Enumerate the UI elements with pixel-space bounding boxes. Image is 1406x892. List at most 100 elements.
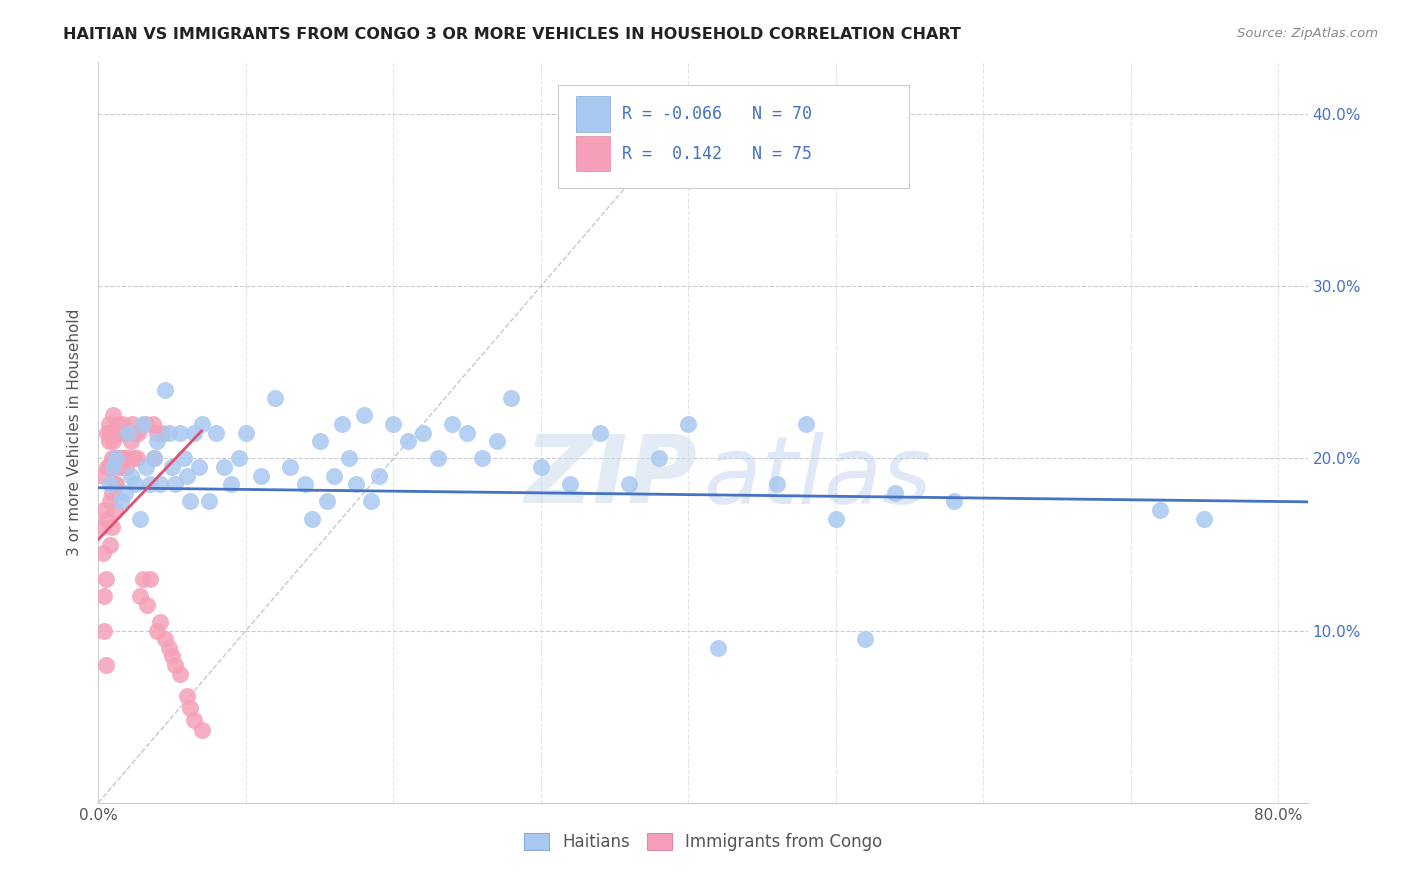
Point xyxy=(179,701,201,715)
Point xyxy=(111,451,134,466)
Point xyxy=(176,689,198,703)
Point xyxy=(100,425,122,440)
Point xyxy=(98,537,121,551)
Point xyxy=(100,486,122,500)
Point xyxy=(120,434,142,449)
Point xyxy=(98,460,121,475)
Point xyxy=(346,477,368,491)
Point xyxy=(104,503,127,517)
Point xyxy=(264,391,287,405)
Point xyxy=(101,434,124,449)
Point xyxy=(143,451,166,466)
Point xyxy=(105,425,128,440)
Point xyxy=(146,624,169,638)
Point xyxy=(353,409,375,423)
Point xyxy=(124,425,146,440)
Point xyxy=(142,417,165,431)
Point xyxy=(278,460,301,475)
Point xyxy=(111,417,134,431)
Point xyxy=(146,434,169,449)
Point xyxy=(589,425,612,440)
Point xyxy=(97,417,120,431)
Point xyxy=(139,477,162,491)
Point xyxy=(105,451,128,466)
Point xyxy=(98,494,121,508)
Point xyxy=(91,546,114,560)
Point xyxy=(101,460,124,475)
Point xyxy=(101,425,124,440)
Point xyxy=(153,383,176,397)
Point xyxy=(146,425,169,440)
Point xyxy=(136,598,159,612)
Point xyxy=(98,477,121,491)
Point xyxy=(124,477,146,491)
Point xyxy=(135,417,157,431)
Point xyxy=(121,417,143,431)
Point xyxy=(198,494,221,508)
Point xyxy=(117,451,139,466)
Bar xyxy=(576,96,610,132)
Point xyxy=(301,512,323,526)
Point xyxy=(115,460,138,475)
Point xyxy=(330,417,353,431)
Point xyxy=(706,640,728,655)
Point xyxy=(97,460,120,475)
Point xyxy=(117,425,139,440)
Point xyxy=(131,417,153,431)
Point xyxy=(105,451,128,466)
Point xyxy=(190,723,212,738)
Point xyxy=(100,451,122,466)
Text: ZIP: ZIP xyxy=(524,431,697,523)
Point xyxy=(367,468,389,483)
Point xyxy=(128,512,150,526)
FancyBboxPatch shape xyxy=(558,85,908,188)
Point xyxy=(205,425,228,440)
Point xyxy=(212,460,235,475)
Point xyxy=(110,425,132,440)
Point xyxy=(153,632,176,647)
Point xyxy=(235,425,257,440)
Point xyxy=(96,460,118,475)
Point xyxy=(114,451,136,466)
Point xyxy=(93,589,115,603)
Point xyxy=(160,460,183,475)
Point xyxy=(149,615,172,629)
Point xyxy=(179,494,201,508)
Point xyxy=(104,477,127,491)
Point xyxy=(143,451,166,466)
Point xyxy=(169,666,191,681)
Point xyxy=(824,512,846,526)
Point xyxy=(125,451,148,466)
Point xyxy=(1194,512,1216,526)
Point xyxy=(169,425,191,440)
Point xyxy=(456,425,478,440)
Point xyxy=(128,589,150,603)
Point xyxy=(176,468,198,483)
Point xyxy=(127,425,149,440)
Text: R =  0.142   N = 75: R = 0.142 N = 75 xyxy=(621,145,813,162)
Point xyxy=(110,494,132,508)
Point xyxy=(118,425,141,440)
Point xyxy=(139,572,162,586)
Point xyxy=(501,391,523,405)
Point xyxy=(853,632,876,647)
Point xyxy=(190,417,212,431)
Point xyxy=(187,460,209,475)
Point xyxy=(183,425,205,440)
Point xyxy=(316,494,339,508)
Point xyxy=(942,494,965,508)
Point xyxy=(114,425,136,440)
Point xyxy=(107,417,129,431)
Point xyxy=(115,425,138,440)
Point xyxy=(228,451,250,466)
Point xyxy=(160,649,183,664)
Point xyxy=(396,434,419,449)
Point xyxy=(96,512,118,526)
Point xyxy=(114,486,136,500)
Point xyxy=(120,468,142,483)
Point xyxy=(165,658,187,673)
Point xyxy=(560,477,582,491)
Point xyxy=(441,417,464,431)
Point xyxy=(149,477,172,491)
Point xyxy=(108,425,131,440)
